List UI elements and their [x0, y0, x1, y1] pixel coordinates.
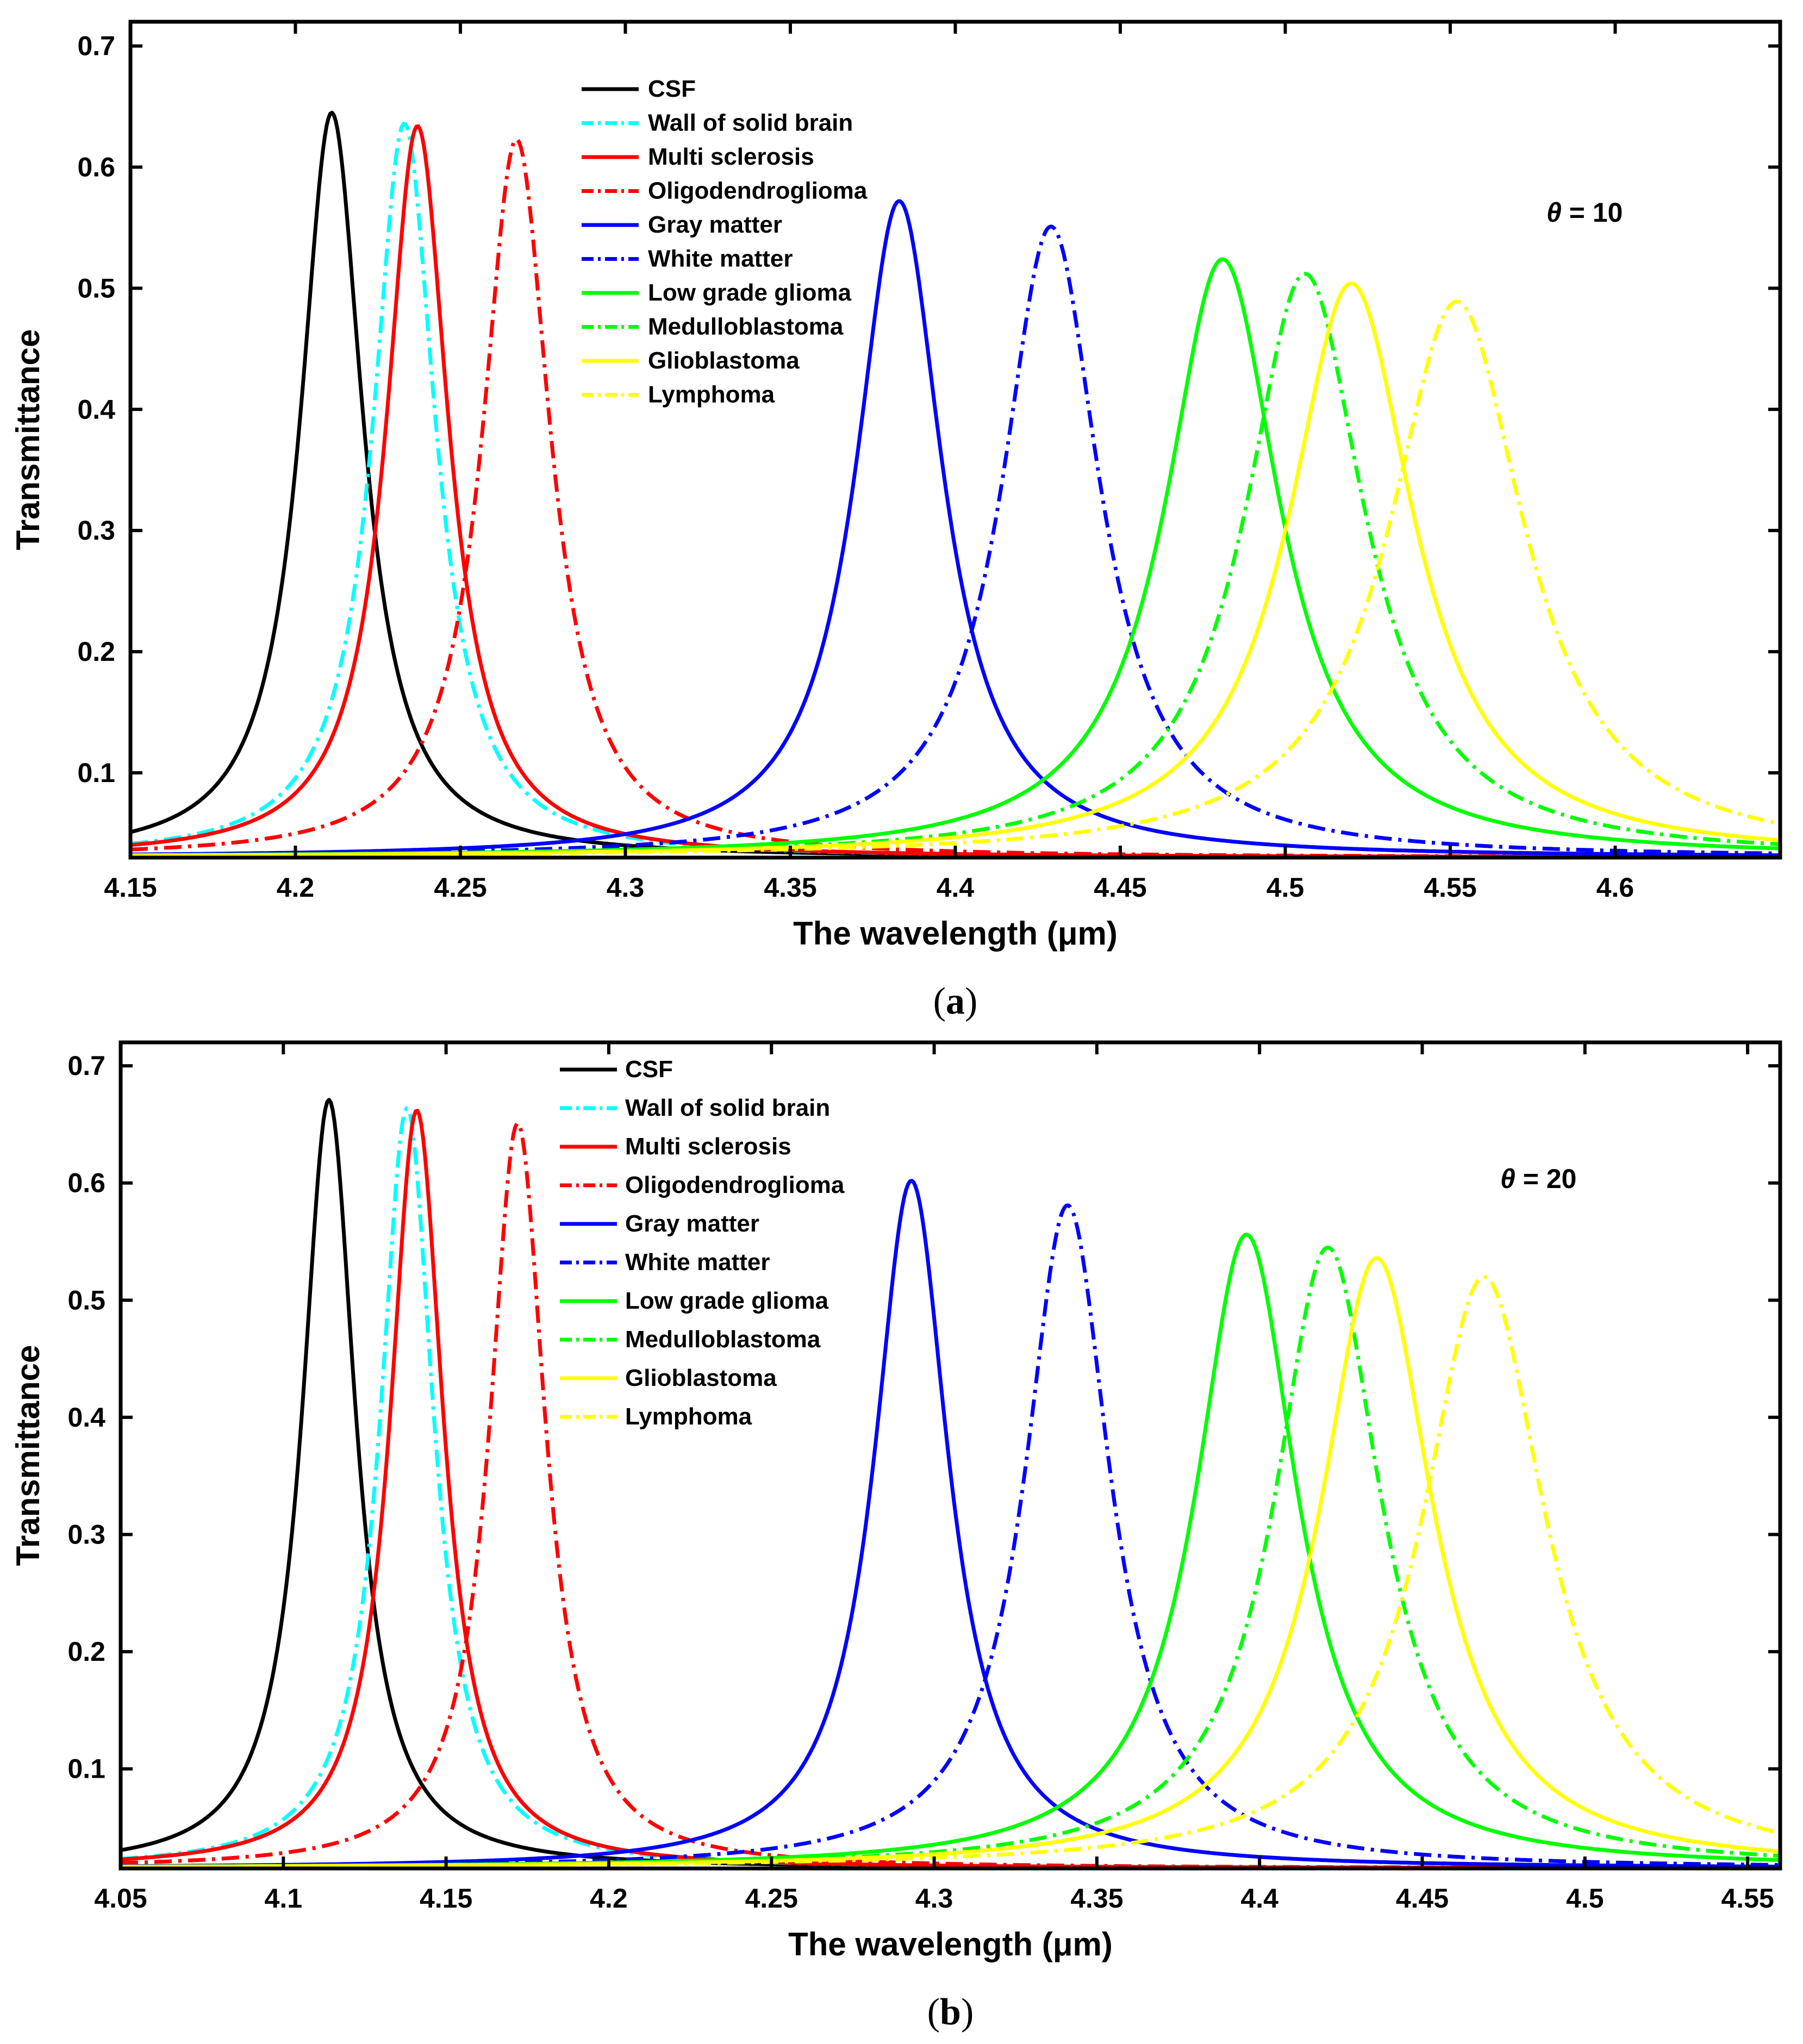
- x-tick-label: 4.4: [937, 872, 975, 903]
- x-tick-label: 4.25: [434, 872, 486, 903]
- legend: CSF Wall of solid brain Multi sclerosis Oli…: [560, 1056, 845, 1430]
- legend-entry: Glioblastoma: [648, 347, 800, 374]
- series-line-lymphoma: [130, 299, 1780, 858]
- x-tick-label: 4.3: [915, 1883, 953, 1914]
- y-tick-label: 0.4: [77, 394, 115, 424]
- legend-entry: White matter: [625, 1249, 770, 1276]
- panel-caption: (b): [927, 1991, 974, 2033]
- x-tick-label: 4.45: [1094, 872, 1146, 903]
- y-tick-label: 0.3: [77, 515, 115, 546]
- y-axis-label: Transmittance: [10, 329, 46, 551]
- x-tick-label: 4.1: [265, 1883, 303, 1914]
- y-tick-label: 0.4: [67, 1402, 105, 1433]
- caption-open: (: [927, 1991, 940, 2033]
- legend-entry: Multi sclerosis: [625, 1133, 791, 1160]
- y-tick-label: 0.1: [67, 1754, 105, 1784]
- y-tick-label: 0.1: [77, 758, 115, 788]
- y-tick-label: 0.7: [67, 1051, 105, 1081]
- x-axis-label: The wavelength (μm): [788, 1926, 1113, 1962]
- caption-letter: a: [946, 980, 965, 1022]
- theta-symbol: θ: [1546, 197, 1562, 228]
- x-tick-label: 4.4: [1240, 1883, 1278, 1914]
- angle-annotation: θ = 10: [1546, 197, 1623, 228]
- panel-caption: (a): [933, 980, 978, 1022]
- plot-area: [130, 22, 1780, 858]
- x-tick-label: 4.5: [1267, 872, 1305, 903]
- series-line-lymphoma: [121, 1274, 1780, 1868]
- legend-entry: Gray matter: [648, 211, 782, 238]
- chart-panel-b: 4.05 4.1 4.15 4.2 4.25 4.3 4.35 4.4 4.45 4.5 4.55 0…: [10, 1040, 1782, 2033]
- legend: CSF Wall of solid brain Multi sclerosis Oli…: [582, 76, 868, 408]
- legend-entry: Lymphoma: [648, 382, 775, 408]
- legend-entry: Gray matter: [625, 1210, 759, 1237]
- x-tick-label: 4.55: [1424, 872, 1476, 903]
- legend-entry: Medulloblastoma: [648, 314, 844, 340]
- x-tick-label: 4.15: [104, 872, 157, 903]
- legend-entry: CSF: [625, 1056, 673, 1083]
- legend-entry: Oligodendroglioma: [648, 178, 868, 204]
- x-axis-label: The wavelength (μm): [793, 915, 1118, 952]
- axes-frame: [118, 1040, 1782, 1871]
- y-tick-label: 0.5: [67, 1285, 105, 1315]
- y-axis-label: Transmittance: [10, 1345, 46, 1566]
- legend-entry: Oligodendroglioma: [625, 1172, 845, 1198]
- caption-close: ): [961, 1991, 974, 2033]
- legend-entry: Glioblastoma: [625, 1365, 777, 1391]
- angle-annotation: θ = 20: [1500, 1164, 1577, 1194]
- theta-symbol: θ: [1500, 1164, 1515, 1194]
- y-tick-label: 0.5: [77, 273, 115, 303]
- x-tick-label: 4.2: [277, 872, 315, 903]
- legend-entry: Low grade glioma: [648, 279, 852, 306]
- x-tick-label: 4.3: [607, 872, 645, 903]
- x-tick-label: 4.15: [420, 1883, 472, 1914]
- y-tick-label: 0.2: [77, 636, 115, 667]
- x-tick-label: 4.35: [1070, 1883, 1123, 1914]
- x-tick-label: 4.6: [1596, 872, 1634, 903]
- legend-entry: Multi sclerosis: [648, 143, 814, 170]
- angle-value: = 20: [1515, 1164, 1577, 1194]
- legend-entry: Wall of solid brain: [648, 110, 853, 136]
- legend-entry: Medulloblastoma: [625, 1326, 821, 1353]
- caption-open: (: [933, 980, 946, 1022]
- y-tick-label: 0.6: [77, 152, 115, 182]
- legend-entry: Low grade glioma: [625, 1287, 829, 1314]
- chart-panel-a: 4.15 4.2 4.25 4.3 4.35 4.4 4.45 4.5 4.55 4.6 0.1 0.…: [10, 20, 1782, 1022]
- x-tick-label: 4.2: [590, 1883, 628, 1914]
- legend-entry: Wall of solid brain: [625, 1095, 830, 1121]
- x-tick-label: 4.25: [745, 1883, 798, 1914]
- y-tick-label: 0.3: [67, 1520, 105, 1550]
- y-tick-label: 0.6: [67, 1168, 105, 1198]
- caption-letter: b: [940, 1991, 961, 2033]
- angle-value: = 10: [1562, 197, 1623, 228]
- x-tick-label: 4.05: [94, 1883, 147, 1914]
- x-tick-label: 4.5: [1566, 1883, 1604, 1914]
- series-line-oligodendroglioma: [121, 1121, 1780, 1868]
- x-tick-label: 4.45: [1396, 1883, 1449, 1914]
- legend-entry: CSF: [648, 76, 696, 102]
- series-group: [130, 110, 1780, 858]
- x-tick-label: 4.55: [1721, 1883, 1774, 1914]
- x-tick-label: 4.35: [764, 872, 816, 903]
- legend-entry: Lymphoma: [625, 1403, 752, 1430]
- y-tick-label: 0.7: [77, 31, 115, 61]
- series-line-gray-matter: [130, 199, 1780, 858]
- caption-close: ): [965, 980, 977, 1022]
- y-tick-label: 0.2: [67, 1636, 105, 1667]
- legend-entry: White matter: [648, 246, 793, 272]
